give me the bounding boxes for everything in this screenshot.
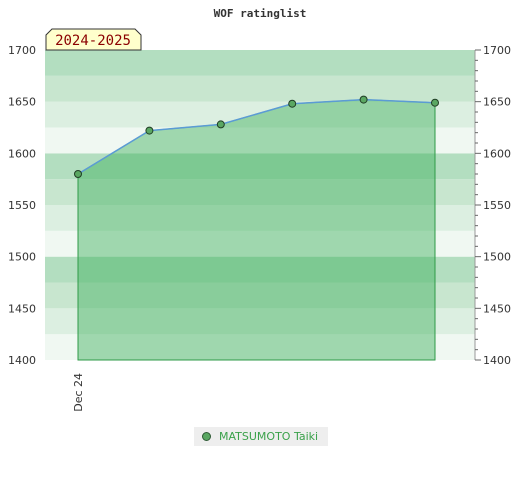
y-tick-label-left: 1550 [8, 199, 36, 212]
season-badge-shape [45, 28, 142, 51]
y-tick-label-right: 1500 [483, 251, 511, 264]
series-line [77, 98, 436, 175]
grid-band [45, 282, 475, 309]
grid-band [45, 153, 475, 180]
y-tick-label-right: 1400 [483, 354, 511, 367]
y-tick-label-left: 1700 [8, 44, 36, 57]
season-badge: 2024-2025 [45, 28, 142, 51]
grid-band [45, 256, 475, 283]
season-label: 2024-2025 [55, 33, 131, 49]
data-point[interactable] [216, 120, 225, 129]
series-markers [74, 95, 439, 178]
y-tick-label-right: 1650 [483, 96, 511, 109]
background-bands [45, 50, 475, 360]
y-tick-label-left: 1500 [8, 251, 36, 264]
legend[interactable]: MATSUMOTO Taiki [194, 427, 328, 446]
y-tick-label-left: 1400 [8, 354, 36, 367]
y-tick-label-left: 1600 [8, 147, 36, 160]
grid-band [45, 127, 475, 154]
y-tick-label-right: 1700 [483, 44, 511, 57]
grid-band [45, 230, 475, 257]
y-tick-label-right: 1450 [483, 302, 511, 315]
y-tick-label-left: 1450 [8, 302, 36, 315]
legend-marker [202, 432, 211, 441]
grid-band [45, 308, 475, 335]
data-point[interactable] [74, 170, 82, 178]
chart-title: WOF ratinglist [214, 7, 307, 20]
axes: 1400 1400 1450 1450 1500 1500 1550 1550 1600 1600… [8, 44, 511, 412]
data-point[interactable] [359, 95, 368, 104]
grid-band [45, 50, 475, 76]
legend-series-name: MATSUMOTO Taiki [219, 430, 319, 443]
series-area [77, 98, 436, 361]
data-point[interactable] [145, 126, 154, 135]
data-point[interactable] [431, 98, 439, 107]
grid-band [45, 179, 475, 205]
y-tick-label-right: 1600 [483, 147, 511, 160]
grid-band [45, 334, 475, 360]
y-tick-label-right: 1550 [483, 199, 511, 212]
x-tick-label: Dec 24 [72, 373, 85, 412]
grid-band [45, 75, 475, 102]
data-point[interactable] [288, 99, 297, 108]
grid-band [45, 205, 475, 231]
grid-band [45, 101, 475, 128]
y-tick-label-left: 1650 [8, 96, 36, 109]
